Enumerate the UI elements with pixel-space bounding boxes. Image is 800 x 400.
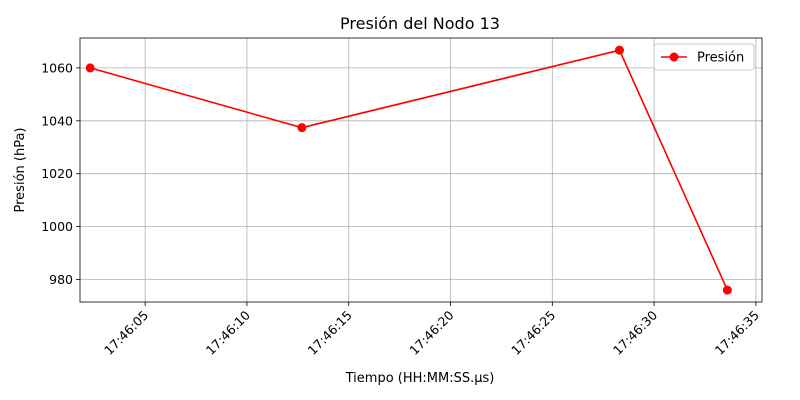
x-tick-label: 17:46:15 [305,308,355,358]
x-tick-label: 17:46:30 [610,307,660,357]
data-point [85,63,95,73]
labels: Presión del Nodo 13 Tiempo (HH:MM:SS.µs)… [13,14,500,386]
plot-frame [79,37,763,303]
y-tick-label: 1000 [41,219,73,234]
grid [80,38,762,302]
series-line-presion [89,49,729,291]
chart-title: Presión del Nodo 13 [340,14,500,33]
series-layer [85,45,732,295]
x-tick-label: 17:46:10 [203,307,253,357]
x-axis-label: Tiempo (HH:MM:SS.µs) [345,371,495,386]
y-tick-label: 1020 [41,166,73,181]
x-tick-label: 17:46:20 [406,307,456,357]
y-tick-label: 1040 [41,113,73,128]
data-point [297,123,307,133]
legend-label: Presión [697,51,744,66]
x-tick-label: 17:46:25 [508,308,558,358]
y-axis-label: Presión (hPa) [13,128,28,213]
x-tick-label: 17:46:05 [101,308,151,358]
data-point [614,45,624,55]
legend-frame [653,43,755,71]
y-tick-label: 1060 [41,60,73,75]
x-tick-label: 17:46:35 [712,308,762,358]
legend: Presión [653,43,755,71]
data-point [722,285,732,295]
y-tick-label: 980 [49,272,73,287]
legend-marker-swatch [669,52,679,62]
